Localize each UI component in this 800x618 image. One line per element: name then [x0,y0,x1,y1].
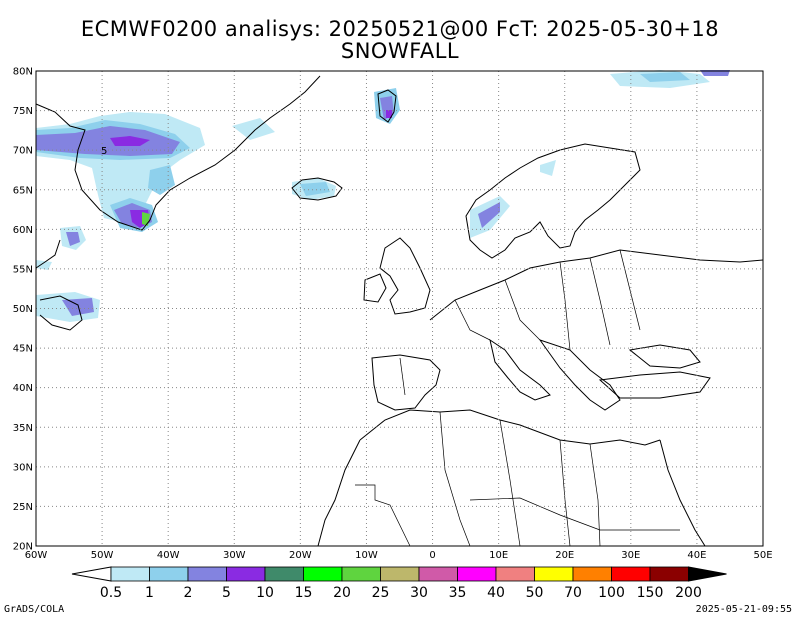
title-line-2: SNOWFALL [340,39,460,63]
lon-label-20E: 20E [555,550,574,561]
coast-italy [489,338,551,401]
coast-labrador [35,239,61,269]
coast-newfoundland [39,295,83,331]
lon-label-50W: 50W [91,550,114,561]
lat-label-25N: 25N [13,502,33,513]
coast-svalbard [377,89,397,123]
coast-west-africa [317,439,361,547]
lat-label-70N: 70N [13,146,33,157]
lat-label-30N: 30N [13,462,33,473]
timestamp: 2025-05-21-09:55 [695,604,792,615]
grads-credit: GrADS/COLA [4,604,65,615]
coast-ireland [363,273,387,303]
colorbar-swatch-5 [303,566,343,582]
colorbar-label-5: 15 [295,585,313,601]
colorbar-label-14: 150 [637,585,664,601]
colorbar-swatch-9 [457,566,497,582]
colorbar-label-0: 0.5 [100,585,122,601]
lon-label-60W: 60W [25,550,48,561]
lat-label-45N: 45N [13,344,33,355]
lon-label-10W: 10W [355,550,378,561]
colorbar-label-7: 25 [372,585,390,601]
colorbar-swatch-13 [611,566,651,582]
colorbar-swatch-7 [380,566,420,582]
lat-label-40N: 40N [13,383,33,394]
lat-label-50N: 50N [13,304,33,315]
colorbar-label-12: 70 [564,585,582,601]
colorbar-swatch-1 [149,566,189,582]
lat-label-35N: 35N [13,423,33,434]
colorbar-swatch-10 [495,566,535,582]
coast-red-sea [659,439,706,547]
colorbar-right-arrow [688,566,727,582]
longitude-labels: 60W 50W 40W 30W 20W 10W 0 10E 20E 30E 40E 50E [25,550,773,561]
coast-iberia [371,354,441,411]
colorbar-swatch-11 [534,566,574,582]
lon-label-50E: 50E [753,550,772,561]
lat-label-55N: 55N [13,264,33,275]
lon-label-20W: 20W [289,550,312,561]
latitude-labels: 80N 75N 70N 65N 60N 55N 50N 45N 40N 35N 30N 25N 20N [13,67,33,553]
colorbar-label-3: 5 [222,585,231,601]
colorbar-label-1: 1 [145,585,154,601]
coast-britain [379,237,431,315]
colorbar-label-15: 200 [675,585,702,601]
colorbar-swatch-6 [341,566,381,582]
colorbar-labels: 0.5 1 2 5 10 15 20 25 30 35 40 50 70 100 150 200 [100,585,702,601]
colorbar-label-6: 20 [333,585,351,601]
colorbar-label-13: 100 [598,585,625,601]
lon-label-0: 0 [429,550,435,561]
colorbar-swatch-2 [187,566,227,582]
snowfall-shading [36,70,730,322]
title-line-1: ECMWF0200 analisys: 20250521@00 FcT: 202… [80,17,720,41]
lat-label-80N: 80N [13,67,33,78]
colorbar-label-11: 50 [526,585,544,601]
contour-label: 5 [101,146,107,157]
coastlines [35,75,764,547]
lat-label-65N: 65N [13,185,33,196]
colorbar-label-10: 40 [487,585,505,601]
colorbar-label-9: 35 [449,585,467,601]
lon-label-30W: 30W [223,550,246,561]
coast-turkey [598,371,711,399]
colorbar-swatch-14 [649,566,689,582]
coast-continent [429,249,764,321]
colorbar-label-8: 30 [410,585,428,601]
coast-scandinavia [465,143,641,259]
coast-north-africa [359,409,661,446]
lon-label-10E: 10E [489,550,508,561]
colorbar-swatch-3 [226,566,266,582]
colorbar-swatch-8 [418,566,458,582]
colorbar-label-2: 2 [184,585,193,601]
colorbar-label-4: 10 [256,585,274,601]
colorbar-swatch-4 [264,566,304,582]
coast-balkans [538,339,621,411]
coast-greenland [35,75,321,231]
lat-label-60N: 60N [13,225,33,236]
colorbar-swatch-12 [572,566,612,582]
coast-caspian-black [628,344,701,369]
coast-iceland [291,177,343,201]
map-frame [35,70,764,547]
lon-label-40E: 40E [687,550,706,561]
lon-label-30E: 30E [621,550,640,561]
colorbar-swatch-0 [110,566,150,582]
lon-label-40W: 40W [157,550,180,561]
colorbar [71,566,727,582]
lat-label-20N: 20N [13,542,33,553]
lat-label-75N: 75N [13,106,33,117]
colorbar-left-arrow [71,566,112,582]
